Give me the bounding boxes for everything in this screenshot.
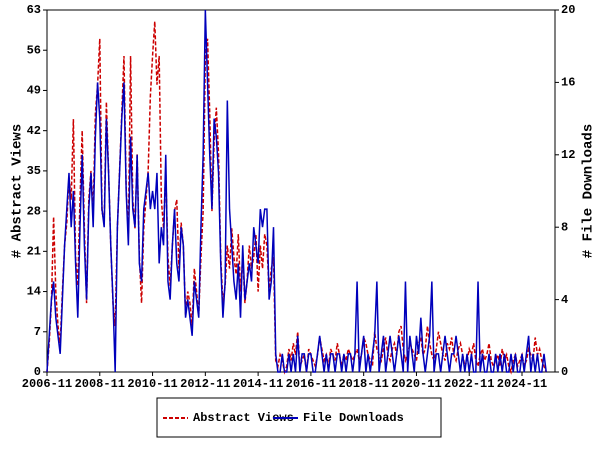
y2-tick-label: 16: [561, 76, 575, 90]
legend: [156, 397, 442, 438]
y-tick-label: 35: [27, 164, 41, 178]
series-line: [46, 21, 547, 375]
y-tick-label: 21: [27, 245, 41, 259]
y2-tick-label: 20: [561, 3, 575, 17]
plot-frame: [46, 9, 556, 373]
y-tick-label: 28: [27, 204, 41, 218]
x-tick-label: 2006-11: [22, 377, 72, 391]
y2-tick-label: 4: [561, 293, 568, 307]
x-tick-label: 2014-11: [233, 377, 283, 391]
series-line: [46, 9, 547, 373]
y-tick-label: 14: [27, 285, 41, 299]
y2-tick-label: 0: [561, 365, 568, 379]
y-tick-label: 7: [34, 325, 41, 339]
y2-axis-label: # File Downloads: [581, 124, 597, 258]
y-tick-label: 42: [27, 124, 41, 138]
y-tick-label: 63: [27, 3, 41, 17]
legend-label: Abstract Views: [193, 411, 294, 425]
x-tick-label: 2016-11: [286, 377, 336, 391]
y-axis-label: # Abstract Views: [10, 124, 26, 258]
x-tick-label: 2020-11: [391, 377, 441, 391]
legend-label: File Downloads: [303, 411, 404, 425]
x-tick-label: 2012-11: [180, 377, 230, 391]
x-tick-label: 2018-11: [338, 377, 388, 391]
y-tick-label: 49: [27, 84, 41, 98]
x-tick-label: 2008-11: [75, 377, 125, 391]
x-tick-label: 2022-11: [444, 377, 494, 391]
y-tick-label: 0: [34, 365, 41, 379]
y2-tick-label: 12: [561, 148, 575, 162]
x-tick-label: 2010-11: [127, 377, 177, 391]
y2-tick-label: 8: [561, 220, 568, 234]
y-tick-label: 56: [27, 43, 41, 57]
x-tick-label: 2024-11: [497, 377, 547, 391]
